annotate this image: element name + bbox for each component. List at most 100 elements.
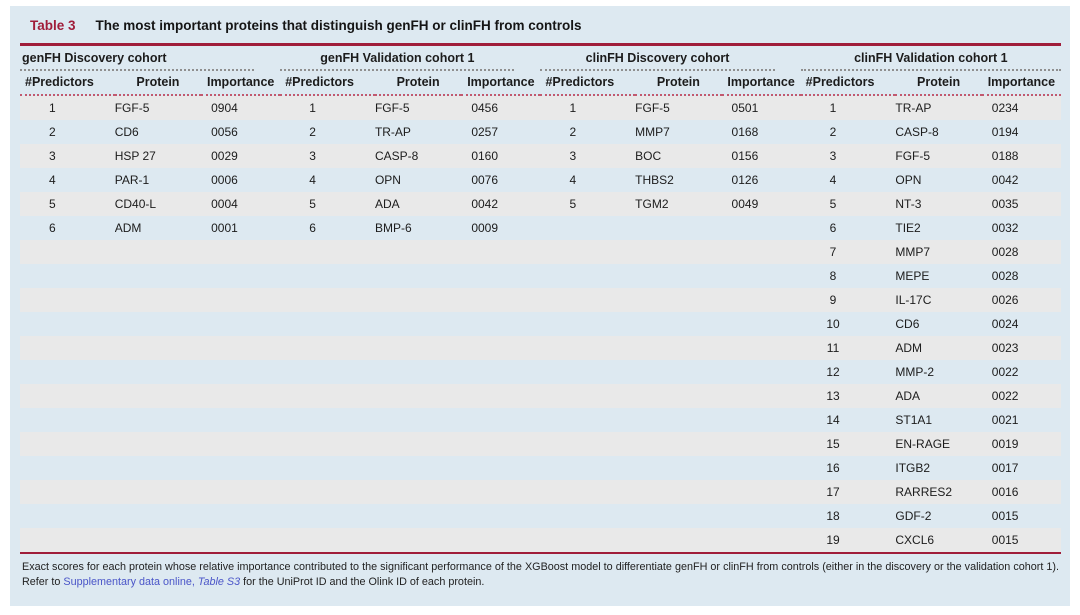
predictor-cell — [540, 384, 635, 408]
importance-cell — [201, 288, 280, 312]
protein-cell: TIE2 — [895, 221, 921, 235]
column-header-protein: Protein — [114, 71, 202, 96]
protein-cell — [115, 288, 201, 312]
importance-cell — [722, 216, 801, 240]
protein-cell — [115, 408, 201, 432]
predictor-cell: 3 — [49, 149, 56, 163]
protein-cell: CASP-8 — [895, 125, 939, 139]
group-header-clinfh-discovery: clinFH Discovery cohort — [540, 50, 775, 71]
predictor-cell: 14 — [826, 413, 840, 427]
protein-cell — [115, 360, 201, 384]
importance-cell: 0015 — [991, 533, 1019, 547]
table-row: 11 ADM 0023 — [20, 336, 1061, 360]
column-header-predictors: #Predictors — [540, 71, 636, 96]
predictor-cell: 2 — [829, 125, 837, 139]
protein-cell: THBS2 — [635, 173, 674, 187]
importance-cell — [201, 456, 280, 480]
importance-cell: 0904 — [211, 101, 238, 115]
importance-cell — [722, 336, 801, 360]
protein-cell: ADM — [895, 341, 923, 355]
importance-cell: 0456 — [471, 101, 499, 115]
column-header-row: #Predictors Protein Importance #Predicto… — [20, 71, 1061, 96]
table-row: 19 CXCL6 0015 — [20, 528, 1061, 552]
predictor-cell — [20, 432, 115, 456]
importance-cell — [722, 384, 801, 408]
table-row: 14 ST1A1 0021 — [20, 408, 1061, 432]
predictor-cell — [20, 336, 115, 360]
protein-cell — [635, 288, 721, 312]
importance-cell — [461, 240, 540, 264]
predictor-cell: 12 — [826, 365, 840, 379]
predictor-cell — [20, 384, 115, 408]
protein-cell — [635, 408, 721, 432]
predictor-cell — [540, 312, 635, 336]
importance-cell: 0160 — [471, 149, 499, 163]
importance-cell — [201, 312, 280, 336]
importance-cell: 0126 — [731, 173, 759, 187]
group-header-genfh-discovery: genFH Discovery cohort — [20, 50, 255, 71]
column-header-importance: Importance — [981, 71, 1061, 96]
table-row: 7 MMP7 0028 — [20, 240, 1061, 264]
predictor-cell: 2 — [49, 125, 56, 139]
predictor-cell — [280, 480, 375, 504]
predictor-cell: 19 — [826, 533, 840, 547]
table-s3-link[interactable]: Table S3 — [197, 576, 241, 588]
predictor-cell — [540, 408, 635, 432]
importance-cell — [461, 408, 540, 432]
predictor-cell: 13 — [826, 389, 840, 403]
importance-cell — [461, 336, 540, 360]
predictor-cell: 3 — [309, 149, 316, 163]
predictor-cell — [280, 264, 375, 288]
importance-cell — [461, 384, 540, 408]
importance-cell: 0015 — [991, 509, 1019, 523]
column-header-importance: Importance — [201, 71, 281, 96]
protein-cell — [635, 336, 721, 360]
importance-cell: 0017 — [991, 461, 1019, 475]
table-caption: Table 3 The most important proteins that … — [20, 14, 1061, 43]
predictor-cell — [280, 240, 375, 264]
predictor-cell: 6 — [829, 221, 837, 235]
predictor-cell — [540, 504, 635, 528]
predictor-cell: 1 — [829, 101, 837, 115]
importance-cell — [201, 336, 280, 360]
predictor-cell — [20, 240, 115, 264]
protein-cell: CASP-8 — [374, 149, 419, 163]
predictor-cell: 4 — [569, 173, 577, 187]
predictor-cell: 18 — [826, 509, 840, 523]
protein-cell: CD6 — [895, 317, 920, 331]
protein-cell — [375, 480, 461, 504]
table-panel: Table 3 The most important proteins that … — [10, 6, 1070, 606]
predictor-cell: 5 — [829, 197, 837, 211]
column-header-importance: Importance — [721, 71, 801, 96]
table-row: 16 ITGB2 0017 — [20, 456, 1061, 480]
importance-cell — [201, 480, 280, 504]
importance-cell: 0022 — [991, 389, 1019, 403]
protein-cell — [635, 360, 721, 384]
importance-cell: 0016 — [991, 485, 1019, 499]
importance-cell: 0168 — [731, 125, 759, 139]
protein-cell — [635, 432, 721, 456]
importance-cell — [201, 264, 280, 288]
protein-cell — [635, 264, 721, 288]
protein-cell: RARRES2 — [895, 485, 953, 499]
protein-cell — [375, 312, 461, 336]
importance-cell: 0042 — [991, 173, 1019, 187]
predictor-cell — [20, 528, 115, 552]
protein-cell — [375, 408, 461, 432]
predictor-cell — [540, 240, 635, 264]
predictor-cell: 3 — [569, 149, 577, 163]
supplementary-data-link[interactable]: Supplementary data online, — [63, 576, 195, 588]
protein-cell: ADM — [114, 221, 142, 235]
predictor-cell: 9 — [829, 293, 837, 307]
protein-cell: ST1A1 — [895, 413, 933, 427]
importance-cell — [461, 432, 540, 456]
predictor-cell — [280, 288, 375, 312]
predictor-cell: 1 — [309, 101, 316, 115]
column-header-protein: Protein — [635, 71, 722, 96]
predictor-cell: 4 — [49, 173, 56, 187]
predictor-cell: 5 — [49, 197, 56, 211]
column-header-predictors: #Predictors — [800, 71, 896, 96]
predictor-cell — [540, 264, 635, 288]
group-header-row: genFH Discovery cohort genFH Validation … — [20, 46, 1061, 71]
table-row: 13 ADA 0022 — [20, 384, 1061, 408]
